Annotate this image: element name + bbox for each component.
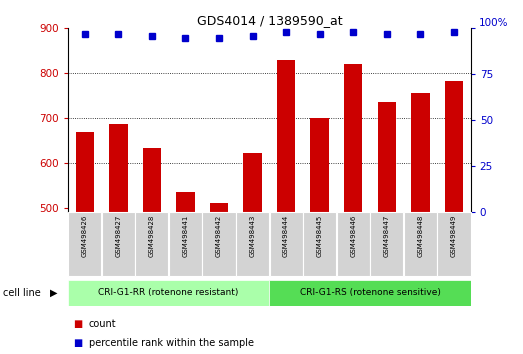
Text: count: count (89, 319, 117, 329)
Bar (202, 212, 236, 276)
Bar (75, 132, 94, 212)
Text: GSM498447: GSM498447 (384, 214, 390, 257)
Bar (243, 153, 262, 212)
Bar (404, 212, 437, 276)
Bar (344, 64, 362, 212)
Bar (143, 148, 161, 212)
Bar (277, 60, 295, 212)
Text: ■: ■ (73, 319, 83, 329)
Text: GSM498444: GSM498444 (283, 214, 289, 257)
Bar (101, 212, 135, 276)
Text: GSM498445: GSM498445 (317, 214, 323, 257)
Title: GDS4014 / 1389590_at: GDS4014 / 1389590_at (197, 14, 342, 27)
Text: GSM498446: GSM498446 (350, 214, 356, 257)
Text: CRI-G1-RS (rotenone sensitive): CRI-G1-RS (rotenone sensitive) (300, 289, 440, 297)
Text: 100%: 100% (479, 18, 508, 28)
Text: GSM498441: GSM498441 (183, 214, 188, 257)
Text: ■: ■ (73, 338, 83, 348)
Bar (370, 212, 403, 276)
Bar (437, 212, 471, 276)
Text: GSM498428: GSM498428 (149, 214, 155, 257)
Text: CRI-G1-RR (rotenone resistant): CRI-G1-RR (rotenone resistant) (98, 289, 239, 297)
Text: ▶: ▶ (50, 288, 57, 298)
Text: GSM498449: GSM498449 (451, 214, 457, 257)
Bar (269, 212, 303, 276)
Bar (378, 102, 396, 212)
Text: GSM498426: GSM498426 (82, 214, 88, 257)
Bar (269, 280, 471, 306)
Text: cell line: cell line (3, 288, 40, 298)
Bar (68, 280, 269, 306)
Bar (337, 212, 370, 276)
Bar (109, 124, 128, 212)
Bar (311, 118, 329, 212)
Bar (445, 81, 463, 212)
Bar (236, 212, 269, 276)
Text: GSM498427: GSM498427 (116, 214, 121, 257)
Bar (68, 212, 101, 276)
Bar (411, 93, 429, 212)
Bar (169, 212, 202, 276)
Bar (135, 212, 168, 276)
Bar (303, 212, 336, 276)
Text: GSM498443: GSM498443 (249, 214, 256, 257)
Text: percentile rank within the sample: percentile rank within the sample (89, 338, 254, 348)
Bar (210, 204, 228, 212)
Text: GSM498448: GSM498448 (417, 214, 423, 257)
Text: GSM498442: GSM498442 (216, 214, 222, 257)
Bar (176, 192, 195, 212)
